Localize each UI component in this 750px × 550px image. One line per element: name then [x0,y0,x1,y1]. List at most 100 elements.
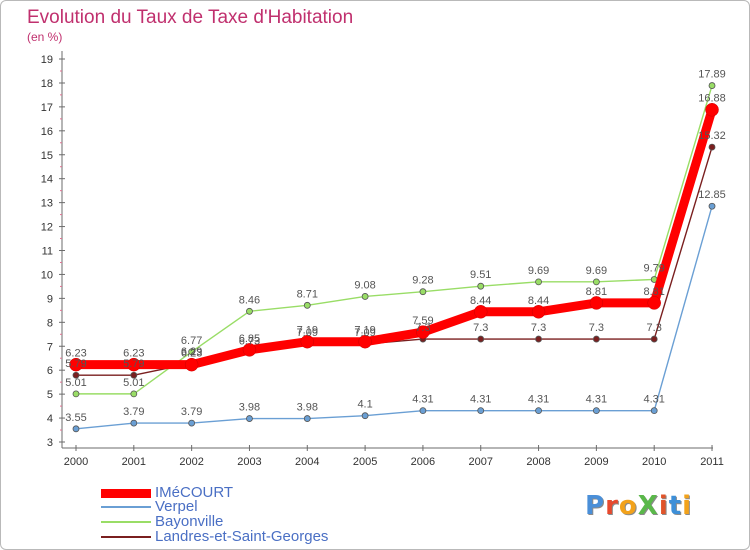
data-label: 3.98 [297,402,318,414]
data-point [184,357,199,372]
chart-title: Evolution du Taux de Taxe d'Habitation [27,7,354,28]
y-tick-label: 12 [41,222,53,234]
data-label: 9.69 [586,265,607,277]
chart-unit-label: (en %) [27,30,63,44]
data-point [650,407,658,415]
data-point [708,202,716,210]
data-point [69,357,83,372]
data-point [72,425,80,433]
y-tick-label: 14 [41,174,53,186]
data-label: 6.85 [239,333,260,345]
data-point [589,296,604,310]
data-label: 6.73 [239,336,260,348]
data-label: 7.3 [647,322,662,334]
data-point [535,278,542,286]
data-label: 15.32 [698,130,726,142]
data-point [72,390,80,398]
data-point [358,334,372,349]
data-point [361,293,369,300]
data-point [531,305,546,319]
y-tick-label: 10 [41,269,53,281]
data-point [477,282,485,290]
data-label: 7.3 [531,322,546,334]
y-tick-label: 13 [41,198,53,210]
data-point [592,335,600,343]
x-tick-label: 2009 [584,456,608,468]
series-3 [72,143,716,379]
data-label: 3.79 [181,406,202,418]
data-point [303,415,311,422]
data-label: 4.31 [586,394,607,406]
data-label: 5.79 [65,358,86,370]
data-point [419,407,427,415]
data-point [130,390,138,398]
data-label: 7.19 [297,325,318,337]
data-label: 4.31 [643,394,664,406]
data-label: 6.23 [181,348,202,360]
data-point [246,307,253,315]
data-point [72,371,80,379]
data-point [592,278,600,286]
brand-logo: ProXiti [585,491,693,521]
legend-swatch [101,489,151,498]
data-point [477,407,485,415]
data-label: 4.31 [470,394,491,406]
x-tick-label: 2010 [642,456,666,468]
data-point [419,288,427,296]
data-point [127,357,141,372]
data-label: 7.59 [412,315,433,327]
data-label: 17.89 [698,69,726,81]
data-point [647,296,661,310]
data-point [361,412,369,420]
y-tick-label: 19 [41,54,53,66]
legend-label: Landres-et-Saint-Georges [155,528,329,545]
data-point [473,305,488,319]
data-point [650,335,658,343]
x-tick-label: 2007 [468,456,492,468]
data-label: 7.09 [354,327,375,339]
data-point [708,143,716,151]
data-point [535,407,542,415]
legend-swatch [101,536,151,538]
x-tick-label: 2003 [237,456,261,468]
series-0-labels: 6.23 6.23 6.23 6.85 7.19 7.19 7.59 8.44 8.44 8.81… [65,93,725,360]
data-label: 7.3 [415,322,430,334]
y-tick-label: 11 [42,246,53,258]
legend-label: Verpel [155,498,198,515]
data-point [130,419,138,427]
y-tick-label: 5 [47,389,53,401]
data-label: 9.08 [354,279,375,291]
data-label: 7.09 [297,327,318,339]
y-tick-label: 16 [41,126,53,138]
data-label: 8.81 [586,286,607,298]
data-point [188,348,196,356]
x-tick-label: 2000 [64,456,88,468]
y-tick-label: 8 [47,317,53,329]
legend-swatch [101,521,151,523]
data-label: 3.55 [65,412,86,424]
data-label: 4.1 [357,399,372,411]
series-3-labels: 5.79 5.79 6.29 6.73 7.09 7.09 7.3 7.3 7.3 7.3 7.3 1… [65,130,725,370]
x-tick-label: 2001 [122,456,146,468]
data-label: 8.44 [470,295,491,307]
data-label: 8.46 [239,294,260,306]
data-point [705,102,719,117]
data-label: 7.3 [589,322,604,334]
data-point [246,415,253,422]
x-tick-label: 2004 [295,456,319,468]
data-label: 8.71 [297,288,318,300]
series-line [75,84,713,395]
data-label: 8.44 [528,295,549,307]
y-tick-label: 15 [41,150,53,162]
data-point [477,335,485,343]
legend-swatch [101,506,151,508]
series-1-labels: 3.55 3.79 3.79 3.98 3.98 4.1 4.31 4.31 4.31 4.31 4… [65,189,725,424]
series-0 [69,102,719,372]
data-label: 8.81 [643,286,664,298]
data-label: 12.85 [698,189,726,201]
x-tick-label: 2002 [179,456,203,468]
data-label: 3.79 [123,406,144,418]
data-label: 9.28 [412,275,433,287]
data-label: 9.69 [528,265,549,277]
x-tick-label: 2011 [700,456,724,468]
